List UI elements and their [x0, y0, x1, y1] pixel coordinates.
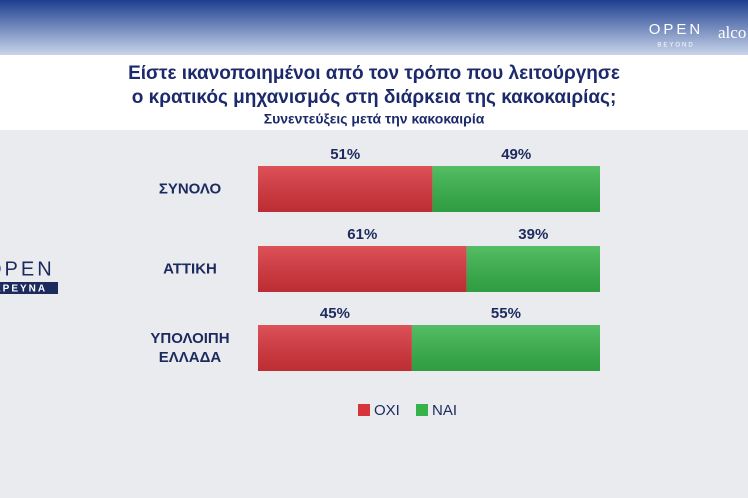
legend-swatch	[416, 404, 428, 416]
partner-logo: alco	[718, 23, 746, 42]
legend-label: ΟΧΙ	[374, 402, 400, 419]
bar-shade	[411, 325, 600, 371]
top-tagline: BEYOND	[657, 43, 694, 49]
side-tag: ΕΡΕΥΝΑ	[0, 284, 47, 295]
value-label: 55%	[491, 305, 521, 322]
bar-shade	[258, 166, 433, 212]
value-label: 51%	[330, 146, 360, 163]
top-logo: OPEN	[649, 21, 704, 38]
value-label: 61%	[347, 226, 377, 243]
bar-shade	[432, 166, 600, 212]
value-label: 39%	[518, 226, 548, 243]
category-label: ΥΠΟΛΟΙΠΗ ΕΛΛΑΔΑ	[150, 330, 230, 366]
title-band	[0, 55, 748, 130]
subtitle: Συνεντεύξεις μετά την κακοκαιρία	[264, 111, 485, 127]
category-label: ΣΥΝΟΛΟ	[158, 180, 222, 198]
side-tag-bg	[0, 282, 58, 294]
side-logo: OPEN	[0, 258, 55, 280]
legend-label: ΝΑΙ	[432, 402, 457, 419]
value-label: 45%	[320, 305, 350, 322]
title-line: Είστε ικανοποιημένοι από τον τρόπο που λ…	[128, 63, 620, 84]
bar-shade	[466, 246, 600, 292]
bar-shade	[258, 246, 467, 292]
top-band	[0, 0, 748, 55]
bar-shade	[258, 325, 412, 371]
value-label: 49%	[501, 146, 531, 163]
category-label: ΑΤΤΙΚΗ	[163, 260, 217, 278]
legend-swatch	[358, 404, 370, 416]
title-line: ο κρατικός μηχανισμός στη διάρκεια της κ…	[132, 87, 617, 108]
